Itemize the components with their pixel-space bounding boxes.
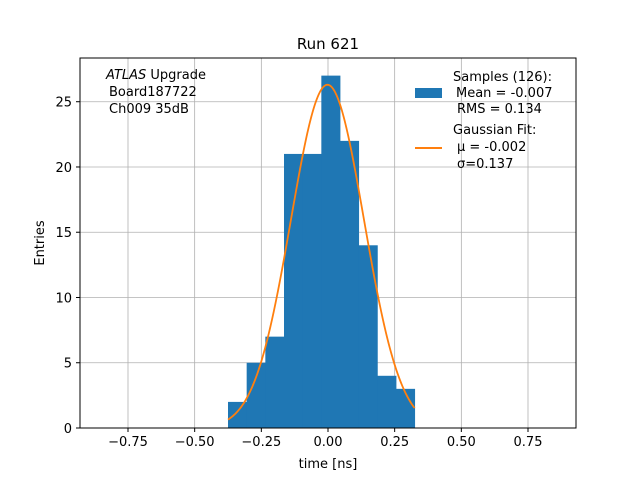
y-tick-label-0: 0	[64, 422, 72, 437]
annotation-line-1: ATLAS Upgrade	[105, 68, 206, 83]
histogram-bar-5	[321, 75, 341, 428]
histogram-bar-1	[246, 362, 266, 428]
annotation-line-2: Board187722	[109, 85, 197, 100]
legend-samples-line-2: Mean = -0.007	[456, 86, 552, 101]
annotation-upgrade: Upgrade	[146, 68, 206, 83]
histogram-bar-4	[302, 153, 322, 429]
y-tick-label-5: 25	[55, 96, 72, 111]
histogram-bars	[228, 75, 416, 429]
legend: Samples (126): Mean = -0.007 RMS = 0.134…	[415, 70, 552, 172]
legend-samples-line-3: RMS = 0.134	[457, 102, 542, 117]
histogram-bar-2	[265, 336, 285, 428]
histogram-bar-9	[396, 388, 416, 428]
x-axis-label: time [ns]	[299, 457, 358, 472]
x-tick-label-4: 0.25	[380, 435, 409, 450]
y-tick-label-4: 20	[55, 161, 72, 176]
legend-fit-line-2: μ = -0.002	[457, 140, 526, 155]
annotation-line-3: Ch009 35dB	[109, 102, 189, 117]
y-axis-label: Entries	[33, 220, 48, 266]
histogram-bar-7	[358, 245, 378, 428]
axis-ticks: −0.75 −0.50 −0.25 0.00 0.25 0.50 0.75 0 5 10 15 20 2…	[55, 96, 542, 450]
histogram-bar-6	[340, 140, 360, 428]
legend-fit-line-3: σ=0.137	[457, 157, 513, 172]
y-tick-label-1: 5	[64, 357, 72, 372]
chart-title: Run 621	[297, 35, 359, 53]
histogram-bar-3	[284, 153, 304, 429]
legend-samples-swatch	[415, 88, 442, 98]
legend-samples-line-1: Samples (126):	[453, 70, 552, 85]
x-tick-label-3: 0.00	[314, 435, 343, 450]
x-tick-label-1: −0.50	[175, 435, 215, 450]
legend-fit-line-1: Gaussian Fit:	[453, 123, 536, 138]
x-tick-label-6: 0.75	[514, 435, 543, 450]
histogram-bar-0	[228, 401, 248, 428]
y-tick-label-2: 10	[55, 291, 72, 306]
y-tick-label-3: 15	[55, 226, 72, 241]
histogram-bar-8	[377, 375, 397, 428]
x-tick-label-5: 0.50	[447, 435, 476, 450]
x-tick-label-2: −0.25	[241, 435, 281, 450]
gaussian-fit-line	[227, 83, 416, 421]
annotation-atlas: ATLAS	[105, 68, 146, 83]
gaussian-fit	[227, 83, 416, 421]
x-tick-label-0: −0.75	[108, 435, 148, 450]
atlas-annotation: ATLAS Upgrade Board187722 Ch009 35dB	[105, 68, 206, 117]
